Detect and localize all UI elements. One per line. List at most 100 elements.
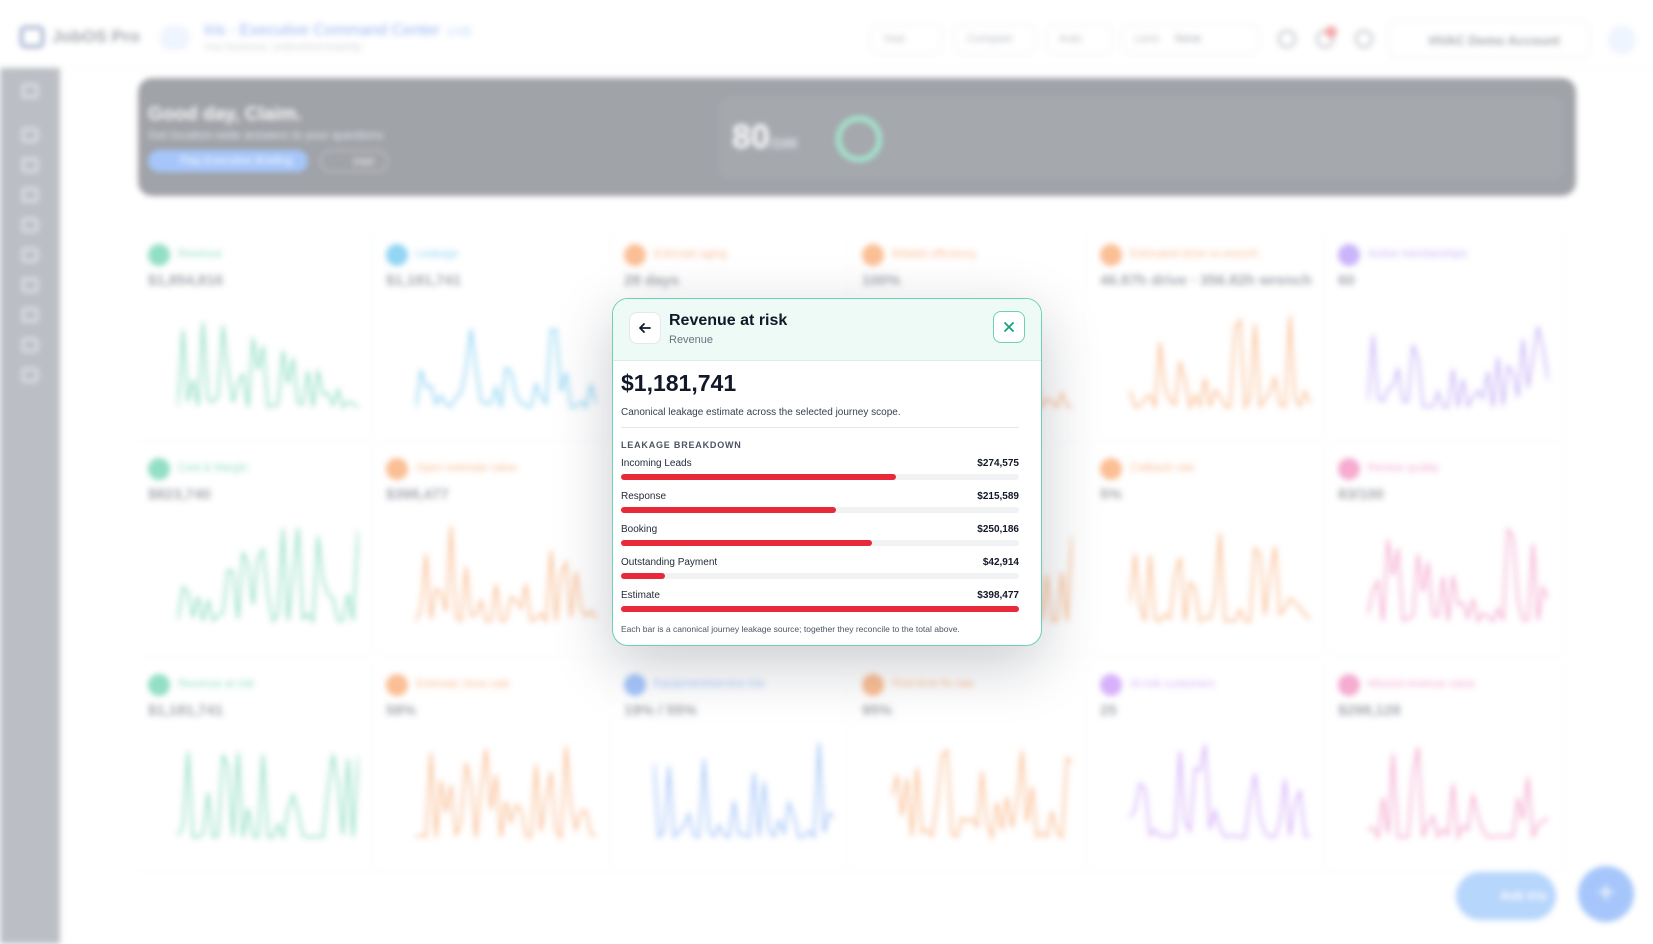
auto-select[interactable]: Auto bbox=[1046, 24, 1112, 54]
ask-iris-button[interactable]: Ask Iris bbox=[1456, 872, 1556, 920]
compare-button[interactable]: Compare bbox=[954, 24, 1036, 54]
modal-title: Revenue at risk bbox=[669, 312, 788, 329]
breakdown-label: Booking bbox=[621, 524, 658, 535]
kpi-label: Cost & Margin bbox=[178, 462, 248, 474]
sparkline-path bbox=[416, 746, 596, 840]
kpi-value: 46.87h drive · 356.82h wrench bbox=[1100, 272, 1312, 289]
hero-subtitle: Get location-wide answers to your questi… bbox=[148, 128, 384, 142]
sidebar-item-invoices[interactable] bbox=[22, 248, 38, 262]
kpi-sparkline bbox=[416, 328, 596, 409]
breakdown-track bbox=[621, 573, 1019, 579]
period-select[interactable]: Year bbox=[870, 24, 942, 54]
kpi-icon bbox=[862, 244, 884, 266]
breakdown-bar bbox=[621, 606, 1019, 612]
kpi-value: $398,477 bbox=[386, 486, 449, 503]
sidebar-item-tools[interactable] bbox=[22, 308, 38, 322]
kpi-value: $1,854,816 bbox=[148, 272, 224, 289]
kpi-label: Active memberships bbox=[1368, 248, 1468, 260]
kpi-icon bbox=[148, 674, 170, 696]
kpi-sparkline bbox=[1130, 532, 1310, 623]
add-button[interactable]: + bbox=[1578, 866, 1634, 922]
close-button[interactable] bbox=[993, 311, 1025, 343]
kpi-card[interactable]: Revenue at risk $1,181,741 bbox=[138, 662, 374, 872]
kpi-icon bbox=[148, 244, 170, 266]
kpi-sparkline bbox=[178, 322, 358, 409]
kpi-value: 83/100 bbox=[1338, 486, 1384, 503]
breakdown-row: Estimate $398,477 bbox=[621, 590, 1019, 622]
sidebar bbox=[0, 68, 60, 944]
kpi-card[interactable]: Equipment/service mix 19% / 55% bbox=[614, 662, 850, 872]
sidebar-item-tasks[interactable] bbox=[22, 188, 38, 202]
kpi-card[interactable]: Active memberships 60 bbox=[1328, 232, 1564, 442]
kpi-card[interactable]: Review quality 83/100 bbox=[1328, 446, 1564, 656]
help-icon[interactable] bbox=[1355, 30, 1373, 48]
kpi-card[interactable]: Missed revenue value $298,128 bbox=[1328, 662, 1564, 872]
kpi-label: Leakage bbox=[416, 248, 459, 260]
kpi-card[interactable]: Cost & Margin $823,740 bbox=[138, 446, 374, 656]
breakdown-bar bbox=[621, 507, 836, 513]
breakdown-value: $274,575 bbox=[977, 458, 1019, 469]
expand-icon[interactable] bbox=[22, 84, 38, 98]
brand-logo-icon bbox=[20, 26, 44, 48]
kpi-card[interactable]: First-time fix rate 95% bbox=[852, 662, 1088, 872]
sparkline-path bbox=[892, 748, 1072, 841]
sparkline-path bbox=[1130, 315, 1310, 411]
kpi-icon bbox=[386, 244, 408, 266]
greeting: Good day, Claim. bbox=[148, 104, 302, 125]
top-bar: JobOS Pro Iris · Executive Command Cente… bbox=[0, 0, 1653, 68]
live-badge: LIVE bbox=[447, 26, 472, 38]
kpi-value: $823,740 bbox=[148, 486, 211, 503]
account-switcher[interactable]: HVAC Demo Account bbox=[1388, 20, 1590, 58]
kpi-icon bbox=[1338, 458, 1360, 480]
kpi-value: 25 bbox=[1100, 702, 1117, 719]
intel-button[interactable]: Intel bbox=[320, 150, 388, 172]
total-value: $1,181,741 bbox=[621, 370, 737, 396]
breakdown-row: Incoming Leads $274,575 bbox=[621, 458, 1019, 490]
sidebar-item-trends[interactable] bbox=[22, 278, 38, 292]
kpi-icon bbox=[862, 674, 884, 696]
play-briefing-button[interactable]: Play Executive Briefing bbox=[148, 150, 308, 172]
kpi-value: $1,181,741 bbox=[386, 272, 462, 289]
health-score-panel: 80/100 bbox=[718, 96, 1564, 180]
brand[interactable]: JobOS Pro bbox=[20, 26, 140, 48]
kpi-icon bbox=[1338, 244, 1360, 266]
health-score: 80/100 bbox=[732, 118, 798, 156]
footnote: Each bar is a canonical journey leakage … bbox=[621, 624, 960, 634]
kpi-card[interactable]: Leakage $1,181,741 bbox=[376, 232, 612, 442]
search-icon[interactable] bbox=[1278, 30, 1296, 48]
lens-select[interactable]: Lens None bbox=[1122, 24, 1260, 54]
sidebar-item-reviews[interactable] bbox=[22, 338, 38, 352]
kpi-icon bbox=[1338, 674, 1360, 696]
kpi-card[interactable]: Open estimate value $398,477 bbox=[376, 446, 612, 656]
sparkline-path bbox=[416, 328, 596, 409]
kpi-card[interactable]: Revenue $1,854,816 bbox=[138, 232, 374, 442]
kpi-card[interactable]: At-risk customers 25 bbox=[1090, 662, 1326, 872]
kpi-label: Callback rate bbox=[1130, 462, 1195, 474]
sparkline-path bbox=[416, 526, 596, 625]
kpi-sparkline bbox=[1368, 326, 1548, 409]
kpi-sparkline bbox=[1368, 746, 1548, 841]
kpi-card[interactable]: Estimate close rate 58% bbox=[376, 662, 612, 872]
kpi-icon bbox=[1100, 244, 1122, 266]
kpi-sparkline bbox=[1368, 526, 1548, 624]
kpi-label: Revenue bbox=[178, 248, 223, 260]
avatar[interactable] bbox=[1608, 26, 1636, 54]
back-button[interactable] bbox=[629, 312, 661, 344]
kpi-sparkline bbox=[1130, 315, 1310, 411]
sidebar-item-phone[interactable] bbox=[22, 158, 38, 172]
sidebar-item-sync[interactable] bbox=[22, 368, 38, 382]
kpi-value: 5% bbox=[1100, 486, 1122, 503]
kpi-card[interactable]: Estimated drive vs wrench 46.87h drive · … bbox=[1090, 232, 1326, 442]
kpi-label: Estimated drive vs wrench bbox=[1130, 248, 1259, 260]
breakdown-value: $398,477 bbox=[977, 590, 1019, 601]
kpi-icon bbox=[386, 674, 408, 696]
eye-icon bbox=[160, 26, 190, 50]
kpi-card[interactable]: Callback rate 5% bbox=[1090, 446, 1326, 656]
kpi-icon bbox=[1100, 458, 1122, 480]
sparkline-path bbox=[1368, 746, 1548, 841]
sidebar-item-trucks[interactable] bbox=[22, 218, 38, 232]
sidebar-item-home[interactable] bbox=[22, 128, 38, 142]
kpi-sparkline bbox=[892, 748, 1072, 841]
kpi-value: $298,128 bbox=[1338, 702, 1401, 719]
breakdown-track bbox=[621, 606, 1019, 612]
